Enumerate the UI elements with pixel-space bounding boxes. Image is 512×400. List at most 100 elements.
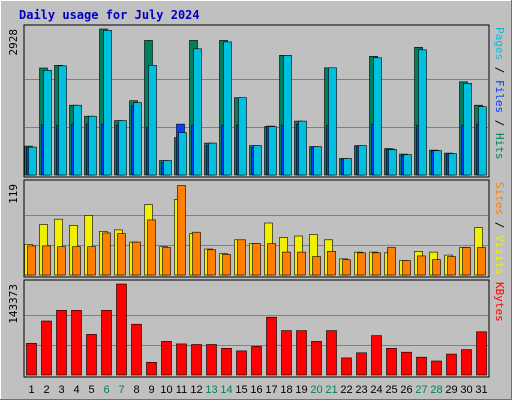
bar-sites-day-19 — [297, 251, 306, 276]
bar-pages-day-27 — [418, 49, 427, 176]
panel-max-label: 2928 — [7, 29, 20, 56]
bar-kbytes-day-19 — [296, 330, 307, 376]
bar-pages-day-23 — [358, 145, 367, 176]
bar-kbytes-day-22 — [341, 357, 352, 376]
bar-pages-day-20 — [313, 146, 322, 176]
panel-legend: KBytes — [493, 282, 506, 322]
panel-legend: Pages / Files / Hits — [493, 27, 506, 160]
day-label-19: 19 — [295, 384, 307, 396]
bar-pages-day-30 — [463, 83, 472, 176]
bar-kbytes-day-1 — [26, 342, 37, 376]
day-label-26: 26 — [400, 384, 412, 396]
legend-item-2: Files — [493, 80, 506, 113]
bar-pages-day-8 — [133, 102, 142, 176]
bar-sites-day-9 — [147, 219, 156, 276]
day-label-27: 27 — [415, 384, 427, 396]
bar-kbytes-day-6 — [101, 309, 112, 376]
bar-kbytes-day-27 — [416, 356, 427, 376]
day-label-12: 12 — [190, 384, 202, 396]
chart-panel-3: 143373 KBytes — [7, 279, 506, 378]
bar-sites-day-28 — [432, 259, 441, 276]
bar-sites-day-25 — [387, 247, 396, 276]
day-label-15: 15 — [235, 384, 247, 396]
legend-item-1: / — [493, 60, 506, 80]
bar-pages-day-6 — [103, 30, 112, 176]
bar-pages-day-18 — [283, 54, 292, 176]
bar-pages-day-9 — [148, 65, 157, 176]
day-label-2: 2 — [43, 384, 49, 396]
day-label-5: 5 — [88, 384, 94, 396]
day-label-31: 31 — [475, 384, 487, 396]
day-label-4: 4 — [73, 384, 79, 396]
bar-sites-day-27 — [417, 255, 426, 276]
bar-pages-day-17 — [268, 126, 277, 176]
bar-kbytes-day-18 — [281, 330, 292, 376]
bar-kbytes-day-23 — [356, 352, 367, 376]
legend-item-2: Visits — [493, 235, 506, 275]
bar-kbytes-day-28 — [431, 360, 442, 376]
bar-kbytes-day-16 — [251, 346, 262, 376]
legend-item-3: / — [493, 113, 506, 133]
bar-kbytes-day-24 — [371, 335, 382, 376]
bar-pages-day-22 — [343, 158, 352, 176]
day-label-11: 11 — [176, 384, 187, 396]
bar-pages-day-21 — [328, 67, 337, 176]
bar-kbytes-day-26 — [401, 351, 412, 376]
bar-pages-day-4 — [73, 104, 82, 176]
day-label-3: 3 — [58, 384, 64, 396]
bar-sites-day-24 — [372, 252, 381, 276]
bar-kbytes-day-10 — [161, 341, 172, 376]
bar-pages-day-3 — [58, 65, 67, 176]
chart-panels: 2928 Pages / Files / Hits 119 Sites / Visit… — [7, 24, 506, 378]
bar-kbytes-day-29 — [446, 353, 457, 376]
day-label-30: 30 — [460, 384, 472, 396]
bar-sites-day-13 — [207, 249, 216, 276]
day-label-9: 9 — [148, 384, 154, 396]
bar-sites-day-3 — [57, 246, 66, 276]
bar-pages-day-26 — [403, 154, 412, 176]
day-label-7: 7 — [118, 384, 124, 396]
chart-title: Daily usage for July 2024 — [19, 8, 200, 22]
bar-pages-day-15 — [238, 97, 247, 176]
day-label-17: 17 — [265, 384, 277, 396]
bar-sites-day-12 — [192, 231, 201, 276]
chart-panel-2: 119 Sites / Visits — [7, 179, 506, 278]
bar-sites-day-14 — [222, 254, 231, 276]
day-label-28: 28 — [430, 384, 442, 396]
bar-sites-day-6 — [102, 232, 111, 276]
bar-sites-day-17 — [267, 243, 276, 276]
legend-item-0: Sites — [493, 182, 506, 215]
bar-sites-day-23 — [357, 252, 366, 276]
bar-sites-day-21 — [327, 251, 336, 276]
bar-pages-day-28 — [433, 150, 442, 176]
day-label-25: 25 — [385, 384, 397, 396]
day-label-18: 18 — [280, 384, 292, 396]
bar-sites-day-10 — [162, 247, 171, 276]
bar-kbytes-day-31 — [476, 331, 487, 376]
bar-sites-day-16 — [252, 243, 261, 276]
bar-sites-day-7 — [117, 233, 126, 276]
day-label-22: 22 — [340, 384, 352, 396]
bar-pages-day-5 — [88, 115, 97, 176]
bar-kbytes-day-5 — [86, 334, 97, 376]
bar-sites-day-2 — [42, 245, 51, 276]
bar-kbytes-day-8 — [131, 323, 142, 376]
legend-item-1: / — [493, 215, 506, 235]
bar-kbytes-day-17 — [266, 316, 277, 376]
bar-pages-day-11 — [178, 132, 187, 176]
day-label-6: 6 — [103, 384, 109, 396]
day-label-10: 10 — [160, 384, 172, 396]
bar-kbytes-day-3 — [56, 309, 67, 376]
day-label-1: 1 — [28, 384, 34, 396]
bar-sites-day-20 — [312, 256, 321, 276]
day-label-8: 8 — [133, 384, 139, 396]
bar-kbytes-day-13 — [206, 344, 217, 376]
day-label-29: 29 — [445, 384, 457, 396]
bar-pages-day-29 — [448, 153, 457, 176]
bar-pages-day-2 — [43, 70, 52, 176]
bar-sites-day-15 — [237, 239, 246, 276]
bar-sites-day-26 — [402, 260, 411, 276]
bar-pages-day-16 — [253, 145, 262, 176]
bar-pages-day-10 — [163, 160, 172, 176]
day-label-21: 21 — [325, 384, 337, 396]
